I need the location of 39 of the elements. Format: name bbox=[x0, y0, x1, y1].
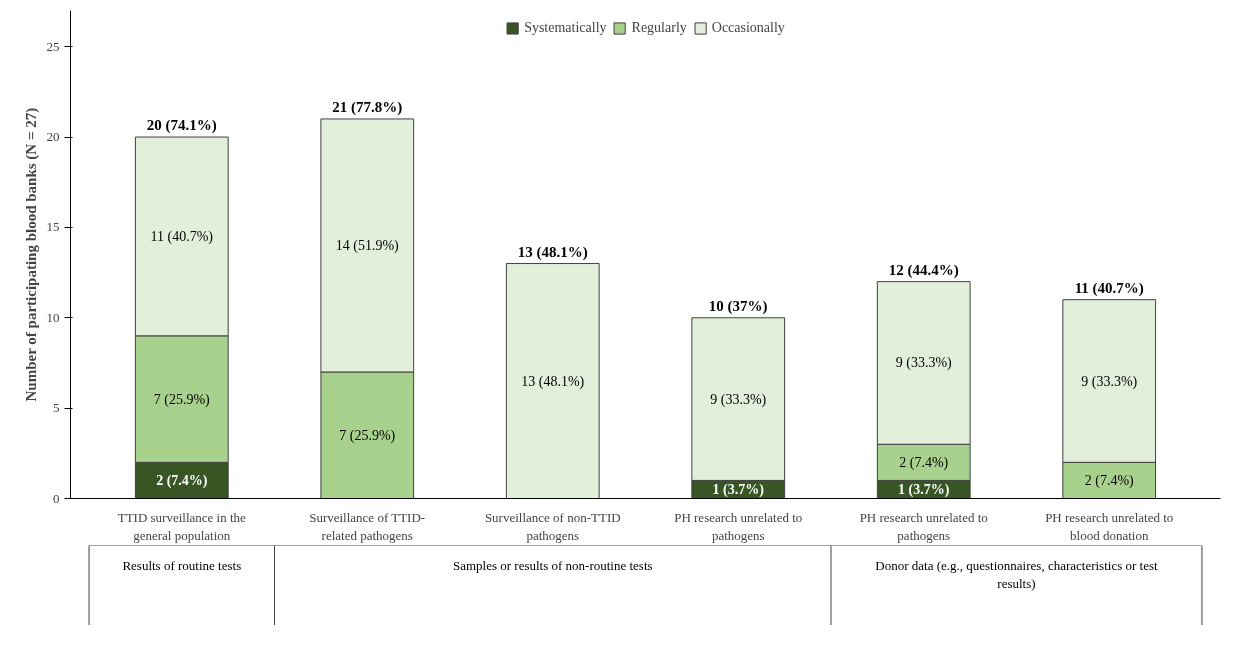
data-label: 11 (40.7%) bbox=[150, 228, 214, 245]
text: Samples or results of non-routine tests bbox=[452, 557, 653, 573]
x-tick-label: PH research unrelated to pathogens bbox=[674, 509, 803, 543]
data-label: 2 (7.4%) bbox=[156, 472, 208, 489]
bar bbox=[505, 263, 600, 499]
data-label: 1 (3.7%) bbox=[712, 481, 765, 498]
y-tick-label: 0 bbox=[53, 490, 60, 506]
y-tick-label: 20 bbox=[46, 129, 60, 145]
total-label: 20 (74.1%) bbox=[146, 117, 217, 135]
data-label: 9 (33.3%) bbox=[895, 355, 953, 372]
data-label: 9 (33.3%) bbox=[1081, 373, 1138, 390]
total-label: 21 (77.8%) bbox=[332, 98, 403, 116]
data-label: 7 (25.9%) bbox=[153, 391, 211, 408]
total-label: 10 (37%) bbox=[708, 297, 768, 315]
x-tick-label: Surveillance of TTID-related pathogens bbox=[309, 509, 426, 543]
total-label: 13 (48.1%) bbox=[517, 243, 588, 261]
legend-label: Regularly bbox=[631, 20, 687, 36]
data-label: 1 (3.7%) bbox=[898, 481, 950, 498]
data-label: 14 (51.9%) bbox=[335, 237, 400, 254]
y-tick-label: 10 bbox=[46, 309, 60, 325]
x-tick-label: TTID surveillance in the general population bbox=[117, 509, 247, 543]
total-label: 12 (44.4%) bbox=[888, 261, 959, 279]
text: Results of routine tests bbox=[122, 557, 242, 573]
legend-label: Systematically bbox=[524, 20, 607, 36]
x-tick-label: PH research unrelated to blood donation bbox=[1045, 509, 1174, 543]
data-label: 2 (7.4%) bbox=[899, 454, 949, 471]
x-tick-label: Surveillance of non-TTID pathogens bbox=[484, 509, 621, 543]
data-label: 13 (48.1%) bbox=[521, 373, 585, 390]
text: Donor data (e.g., questionnaires, characteristics or test results) bbox=[875, 557, 1158, 591]
data-label: 9 (33.3%) bbox=[710, 391, 767, 408]
legend-label: Occasionally bbox=[711, 20, 785, 36]
y-tick-label: 5 bbox=[53, 400, 60, 416]
data-label: 7 (25.9%) bbox=[339, 427, 396, 444]
y-tick-label: 15 bbox=[46, 219, 60, 235]
total-label: 11 (40.7%) bbox=[1074, 279, 1144, 297]
data-label: 2 (7.4%) bbox=[1084, 472, 1135, 489]
y-tick-label: 25 bbox=[46, 38, 60, 54]
y-axis-title: Number of participating blood banks (N = 27) bbox=[22, 107, 40, 402]
x-tick-label: PH research unrelated to pathogens bbox=[859, 509, 988, 543]
